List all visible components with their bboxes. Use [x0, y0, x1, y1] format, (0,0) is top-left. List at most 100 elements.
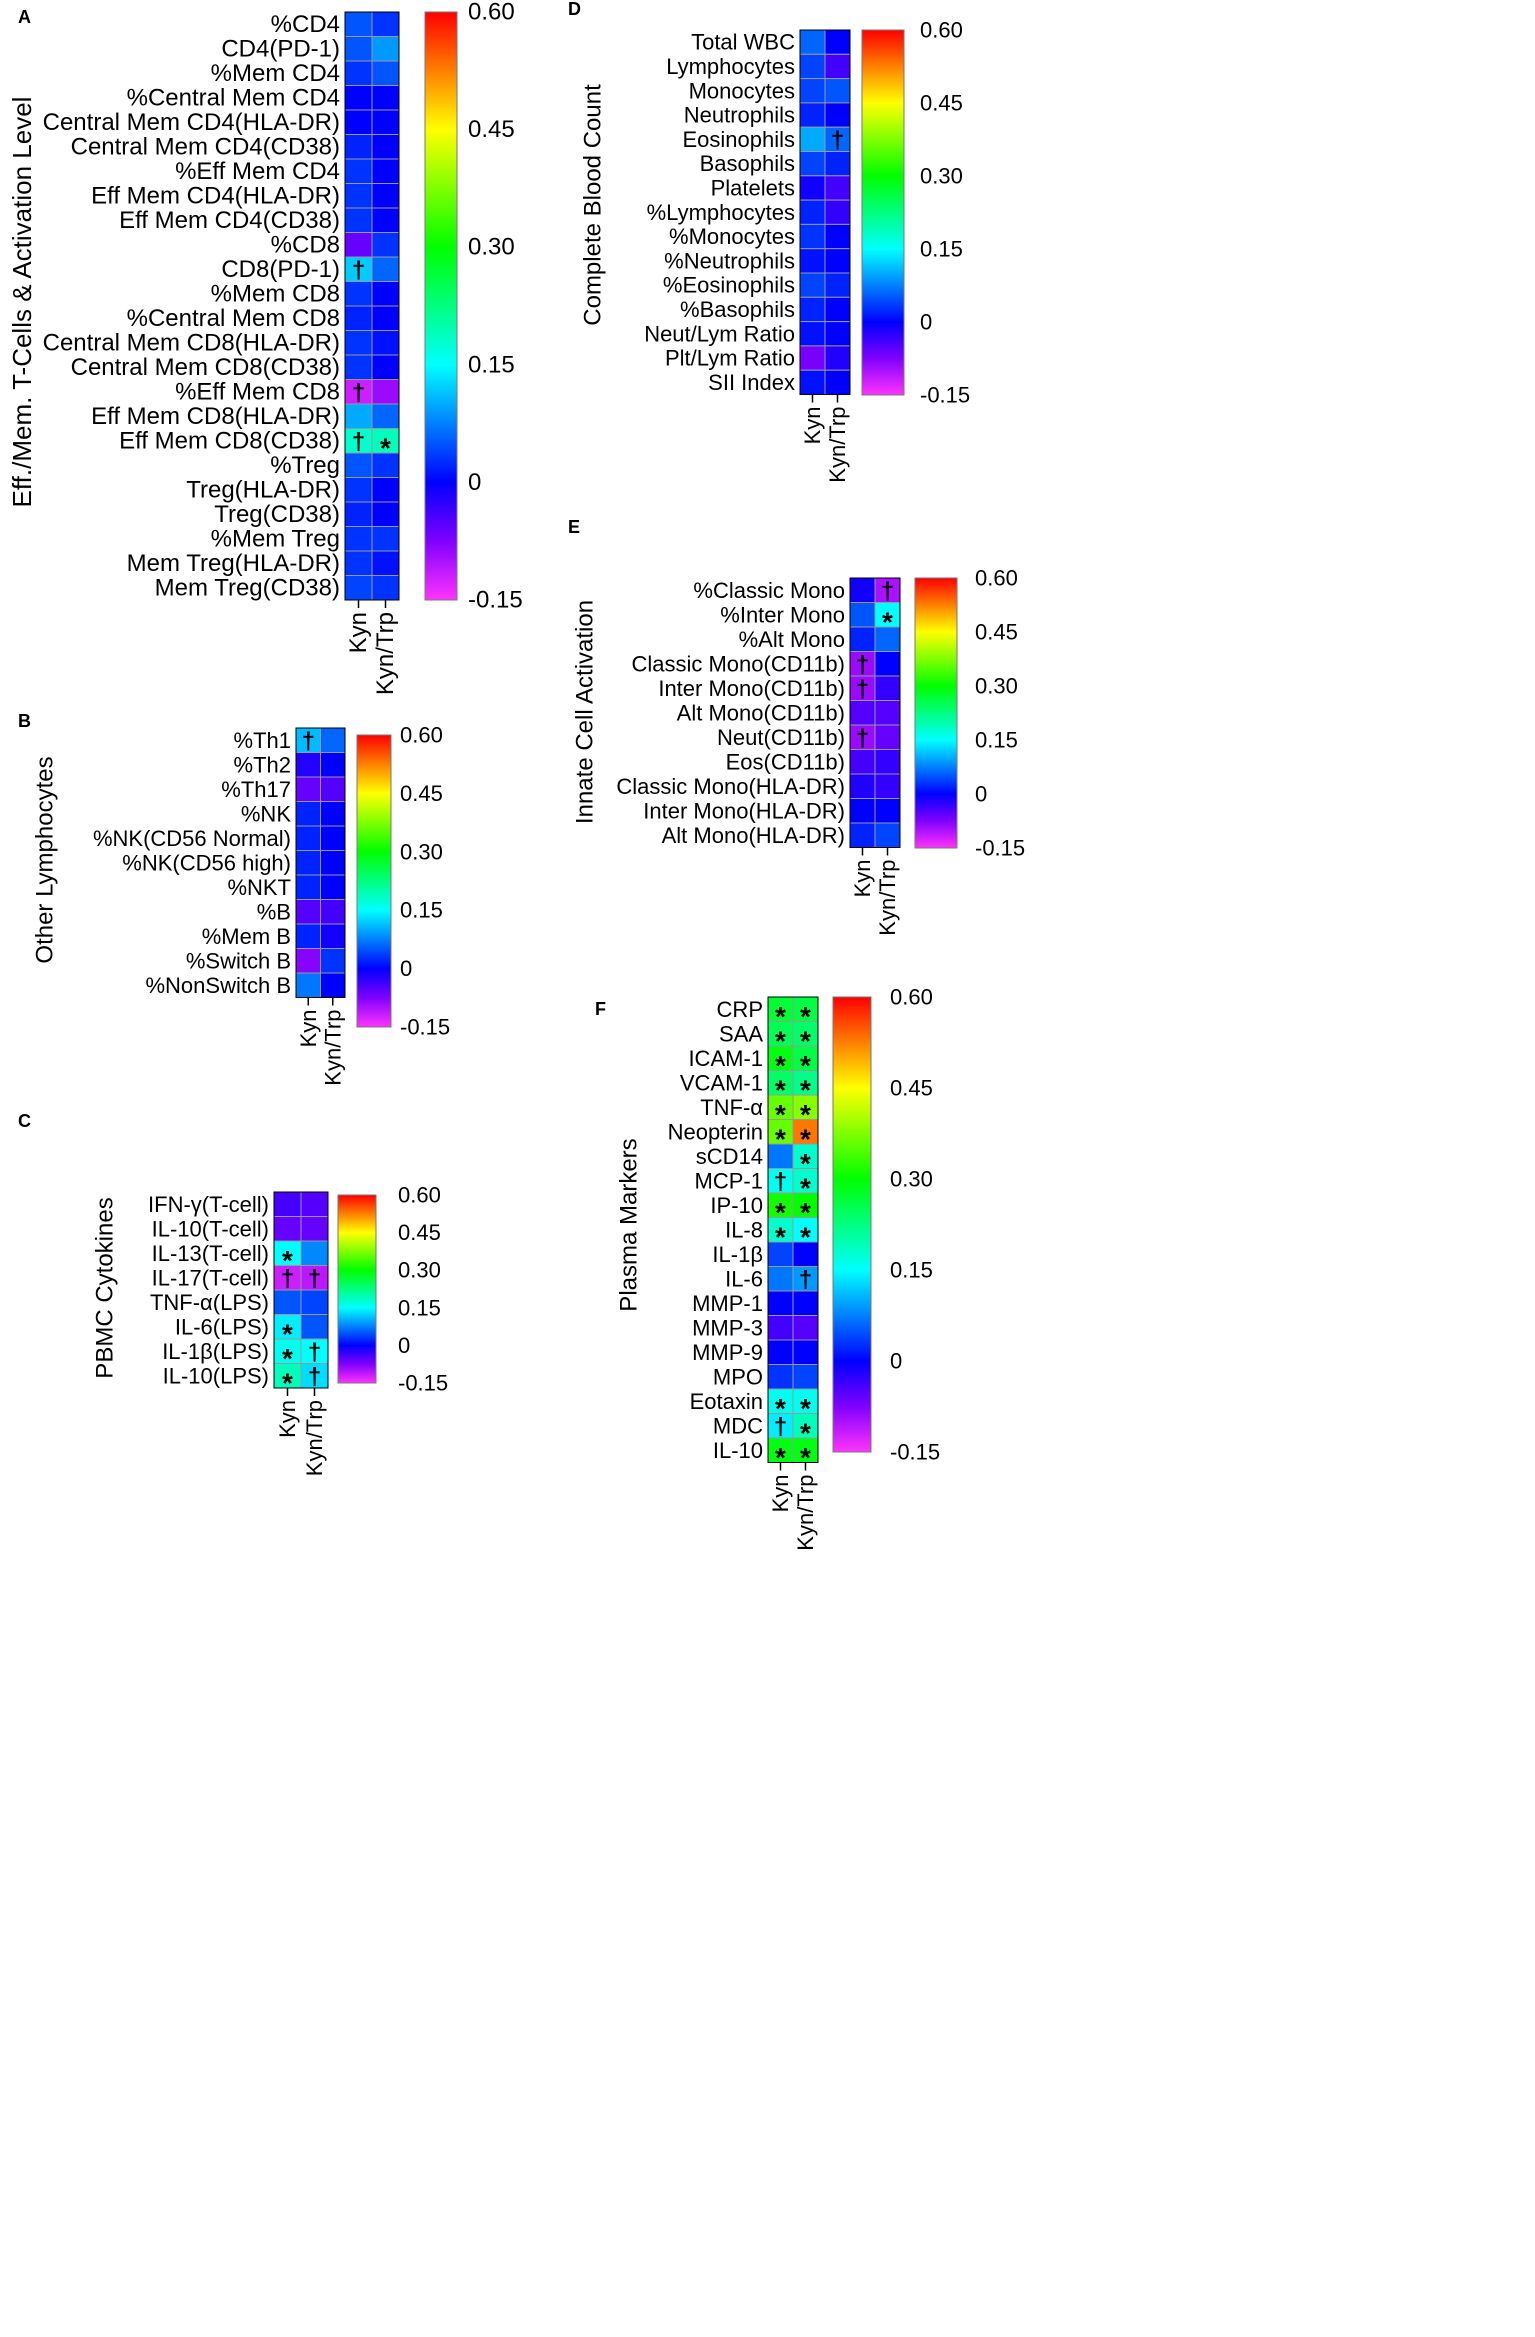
colorbar-tick-label: 0 — [975, 782, 987, 807]
panel-letter: F — [595, 999, 606, 1019]
significance-marker: * — [800, 1050, 811, 1081]
colorbar-tick-label: 0.30 — [890, 1167, 933, 1192]
row-label: %Th17 — [221, 777, 291, 802]
column-label: Kyn/Trp — [320, 1010, 345, 1086]
row-label: IFN-γ(T-cell) — [148, 1192, 269, 1217]
significance-marker: * — [800, 1417, 811, 1448]
heatmap-cell — [295, 850, 321, 876]
significance-marker: * — [775, 1393, 786, 1424]
row-label: %Neutrophils — [664, 248, 795, 273]
panel-a: A Eff./Mem. T-Cells & Activation Level %CD… — [7, 0, 523, 695]
row-label: %Switch B — [186, 948, 291, 973]
heatmap-cell — [371, 354, 400, 380]
heatmap-cell — [300, 1289, 329, 1315]
heatmap-cell — [295, 776, 321, 802]
heatmap-cell — [799, 248, 826, 274]
colorbar-tick-label: 0.60 — [468, 0, 515, 26]
colorbar-tick-label: 0.45 — [920, 91, 963, 116]
row-label: Neopterin — [668, 1119, 763, 1144]
heatmap-cell — [273, 1240, 302, 1266]
heatmap-cell — [824, 53, 851, 80]
heatmap-cell — [371, 11, 400, 37]
colorbar-tick-label: 0.15 — [920, 237, 963, 262]
heatmap-cell — [320, 727, 346, 753]
row-label: Mem Treg(CD38) — [155, 574, 340, 601]
row-label: %Mem CD4 — [211, 60, 340, 87]
row-label: %Basophils — [680, 297, 795, 322]
heatmap-cell — [824, 151, 851, 177]
heatmap-cell — [824, 321, 851, 347]
heatmap-cell — [344, 158, 373, 184]
heatmap-cell — [767, 1315, 794, 1341]
colorbar — [914, 577, 958, 849]
row-label: Eotaxin — [690, 1389, 763, 1414]
row-label: Eff Mem CD8(HLA-DR) — [91, 403, 340, 430]
heatmap-cell — [320, 948, 346, 974]
significance-marker: * — [775, 1050, 786, 1081]
heatmap-cell — [344, 354, 373, 380]
significance-marker: † — [308, 1265, 321, 1292]
colorbar-tick-label: -0.15 — [975, 836, 1025, 861]
panel-axis-title: Eff./Mem. T-Cells & Activation Level — [7, 97, 37, 508]
heatmap-cell — [799, 78, 826, 104]
heatmap-cell — [371, 232, 400, 258]
row-label: MCP-1 — [695, 1168, 763, 1193]
column-label: Kyn — [768, 1475, 793, 1513]
colorbar-tick-label: 0.30 — [468, 234, 515, 261]
row-label: Inter Mono(HLA-DR) — [643, 798, 845, 823]
heatmap-frame — [273, 1191, 329, 1389]
colorbar-tick-label: -0.15 — [468, 587, 523, 614]
significance-marker: † — [831, 127, 844, 154]
row-label: Monocytes — [689, 78, 795, 103]
heatmap-cell — [344, 109, 373, 135]
heatmap-cell — [320, 801, 346, 827]
heatmap-cell — [874, 773, 901, 799]
row-label: Central Mem CD8(CD38) — [71, 354, 340, 381]
row-label: Eff Mem CD8(CD38) — [119, 427, 340, 454]
heatmap-cell — [344, 403, 373, 429]
heatmap-cell — [295, 972, 321, 998]
heatmap-cell — [344, 36, 373, 62]
heatmap-cell — [824, 29, 851, 55]
heatmap-cell — [344, 477, 373, 503]
row-label: %CD4 — [271, 11, 340, 38]
row-label: VCAM-1 — [680, 1070, 763, 1095]
heatmap-cell — [344, 330, 373, 356]
heatmap-cell — [792, 1192, 819, 1218]
heatmap-cell — [371, 526, 400, 552]
heatmap-cell — [799, 102, 826, 128]
heatmap-cell — [320, 972, 346, 998]
significance-marker: * — [775, 1074, 786, 1105]
significance-marker: * — [800, 1148, 811, 1179]
heatmap-cell — [371, 109, 400, 135]
significance-marker: † — [774, 1413, 787, 1440]
heatmap-cell — [874, 700, 901, 726]
heatmap-cell — [371, 158, 400, 184]
heatmap-cell — [824, 102, 851, 128]
colorbar — [832, 996, 872, 1453]
panel-letter: A — [18, 7, 31, 27]
heatmap-cell — [344, 501, 373, 527]
heatmap-cell — [792, 1413, 819, 1439]
row-label: Total WBC — [691, 30, 795, 55]
colorbar-tick-label: -0.15 — [920, 383, 970, 408]
significance-marker: * — [775, 1025, 786, 1056]
heatmap-cell — [273, 1191, 302, 1217]
significance-marker: * — [800, 1025, 811, 1056]
significance-marker: † — [352, 379, 365, 406]
heatmap-cell — [874, 724, 901, 750]
heatmap-cell — [344, 85, 373, 111]
row-label: MPO — [713, 1364, 763, 1389]
row-label: MMP-9 — [692, 1340, 763, 1365]
row-label: Eff Mem CD4(CD38) — [119, 207, 340, 234]
heatmap-cell — [792, 1315, 819, 1341]
colorbar-tick-label: 0.60 — [400, 723, 443, 748]
significance-marker: † — [799, 1266, 812, 1293]
significance-marker: * — [800, 1393, 811, 1424]
heatmap-cell — [799, 345, 826, 371]
heatmap-cell — [371, 134, 400, 160]
heatmap-cell — [799, 151, 826, 177]
heatmap-cell — [874, 749, 901, 775]
heatmap-cell — [371, 85, 400, 111]
row-label: %Eff Mem CD4 — [175, 158, 340, 185]
